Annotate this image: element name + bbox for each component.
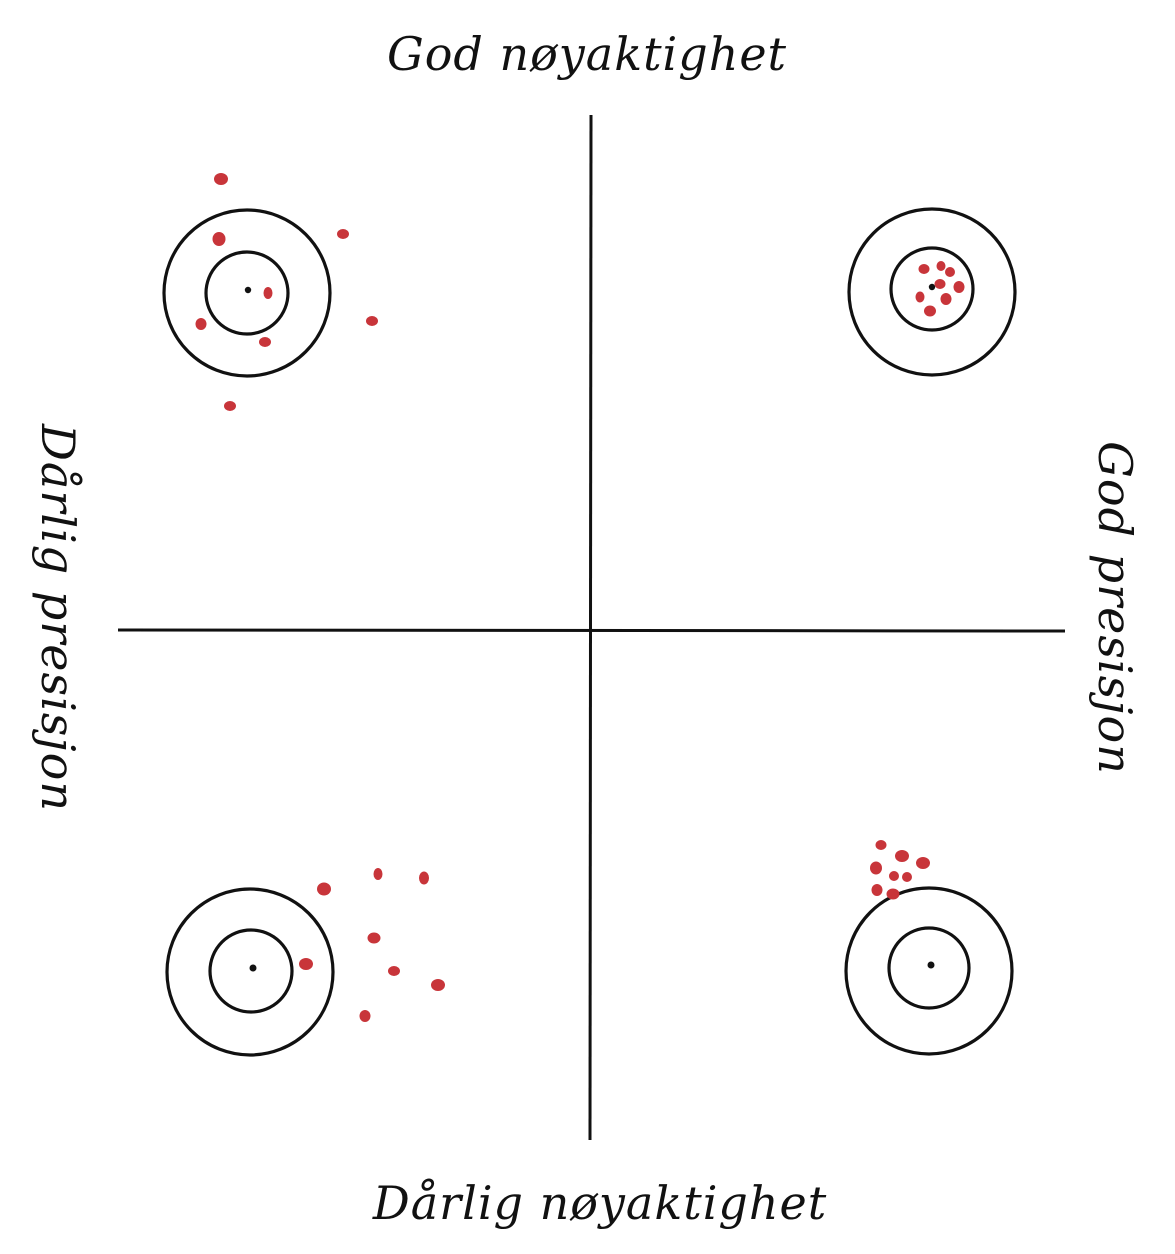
target-outer-ring bbox=[844, 886, 1014, 1056]
target-outer-ring bbox=[847, 207, 1017, 377]
hit-dot bbox=[366, 316, 378, 326]
target-center bbox=[244, 286, 252, 294]
label-poor-accuracy: Dårlig nøyaktighet bbox=[372, 1176, 828, 1230]
hit-dot bbox=[945, 267, 955, 277]
target-inner-ring bbox=[204, 250, 290, 336]
target-inner-ring bbox=[208, 928, 294, 1014]
hit-dot bbox=[875, 840, 887, 850]
label-poor-precision: Dårlig presisjon bbox=[31, 424, 85, 812]
target-center bbox=[249, 964, 257, 972]
hit-dot bbox=[317, 882, 331, 896]
hit-dot bbox=[224, 401, 236, 411]
hit-dot bbox=[259, 337, 271, 347]
vertical-axis bbox=[588, 114, 593, 1141]
hit-dot bbox=[373, 868, 383, 880]
hit-dot bbox=[936, 261, 946, 271]
target-outer-ring bbox=[165, 887, 335, 1057]
target-center bbox=[927, 961, 935, 969]
hit-dot bbox=[419, 871, 429, 885]
hits-bottom-left bbox=[299, 868, 445, 1022]
hit-dot bbox=[918, 264, 930, 274]
hit-dot bbox=[367, 932, 381, 944]
label-good-precision: God presisjon bbox=[1088, 441, 1142, 775]
hit-dot bbox=[924, 305, 936, 317]
hits-top-right bbox=[915, 261, 965, 317]
target-top-right bbox=[847, 207, 1017, 377]
hit-dot bbox=[953, 281, 965, 293]
horizontal-axis bbox=[117, 628, 1066, 633]
hits-bottom-right bbox=[870, 840, 930, 900]
hit-dot bbox=[263, 287, 273, 299]
target-top-left bbox=[162, 173, 378, 411]
label-good-accuracy: God nøyaktighet bbox=[386, 27, 788, 81]
hit-dot bbox=[195, 318, 207, 330]
hit-dot bbox=[886, 888, 900, 900]
target-outer-ring bbox=[162, 208, 332, 378]
hits-top-left bbox=[195, 173, 378, 411]
hit-dot bbox=[916, 857, 930, 869]
target-center bbox=[928, 283, 936, 291]
hit-dot bbox=[870, 861, 882, 875]
hit-dot bbox=[299, 958, 313, 970]
hit-dot bbox=[915, 291, 925, 303]
hit-dot bbox=[212, 232, 226, 246]
target-inner-ring bbox=[887, 926, 971, 1010]
target-bottom-right bbox=[844, 840, 1014, 1056]
hit-dot bbox=[431, 979, 445, 991]
hit-dot bbox=[940, 293, 952, 305]
hit-dot bbox=[889, 871, 899, 881]
target-bottom-left bbox=[165, 868, 445, 1057]
hit-dot bbox=[388, 966, 400, 976]
hit-dot bbox=[895, 850, 909, 862]
hit-dot bbox=[214, 173, 228, 185]
hit-dot bbox=[902, 872, 912, 882]
hit-dot bbox=[934, 279, 946, 289]
hit-dot bbox=[871, 884, 883, 896]
hit-dot bbox=[359, 1010, 371, 1022]
target-inner-ring bbox=[889, 246, 975, 332]
hit-dot bbox=[337, 229, 349, 239]
